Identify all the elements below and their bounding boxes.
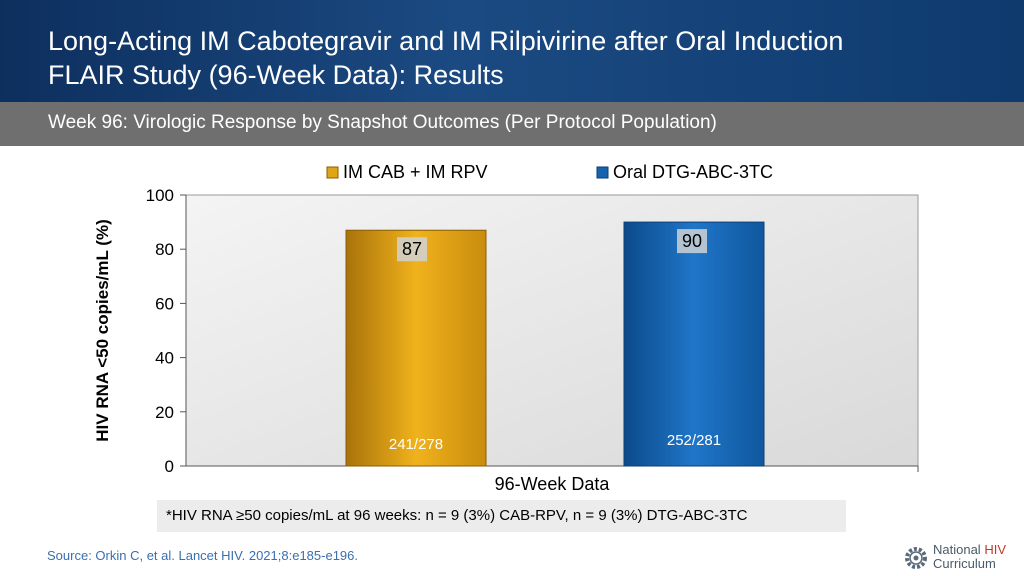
bar-oral-dtg-abc-3tc: [623, 221, 765, 467]
gear-logo-icon: [905, 547, 927, 569]
y-tick-label: 40: [155, 349, 174, 368]
logo-word-hiv: HIV: [984, 542, 1006, 557]
legend-label: Oral DTG-ABC-3TC: [613, 162, 773, 182]
slide-title-line2: FLAIR Study (96-Week Data): Results: [48, 60, 504, 90]
value-label-bg: [677, 229, 707, 254]
logo-word-national: National: [933, 542, 981, 557]
footnote: *HIV RNA ≥50 copies/mL at 96 weeks: n = …: [157, 500, 846, 532]
logo-text: National HIV Curriculum: [933, 543, 1006, 571]
slide-subtitle: Week 96: Virologic Response by Snapshot …: [48, 112, 717, 133]
bar-chart: 0 20 40 60 80 100 HIV RNA <50 copies/mL (%) 96-…: [93, 162, 919, 494]
legend-label: IM CAB + IM RPV: [343, 162, 488, 182]
logo-word-curriculum: Curriculum: [933, 556, 996, 571]
x-axis-title: 96-Week Data: [495, 474, 611, 494]
subtitle-bar: Week 96: Virologic Response by Snapshot …: [0, 102, 1024, 146]
fraction-label: 252/281: [667, 432, 721, 449]
slide-title-line1: Long-Acting IM Cabotegravir and IM Rilpi…: [48, 26, 844, 56]
legend-swatch: [326, 166, 339, 179]
bar-im-cab-rpv: [345, 229, 487, 467]
y-tick-label: 60: [155, 294, 174, 313]
value-label: 90: [682, 231, 702, 251]
plot-area: [185, 194, 919, 467]
fraction-label: 241/278: [389, 436, 443, 453]
header-banner: Long-Acting IM Cabotegravir and IM Rilpi…: [0, 0, 1024, 102]
source-citation: Source: Orkin C, et al. Lancet HIV. 2021…: [47, 548, 358, 563]
y-tick-label: 100: [146, 186, 174, 205]
y-tick-label: 80: [155, 240, 174, 259]
y-tick-label: 20: [155, 403, 174, 422]
y-tick-label: 0: [165, 457, 174, 476]
logo: National HIV Curriculum: [903, 543, 1019, 573]
slide-title: Long-Acting IM Cabotegravir and IM Rilpi…: [48, 24, 843, 92]
legend-swatch: [596, 166, 609, 179]
value-label-bg: [397, 237, 427, 262]
y-axis-title: HIV RNA <50 copies/mL (%): [93, 219, 112, 441]
value-label: 87: [402, 239, 422, 259]
